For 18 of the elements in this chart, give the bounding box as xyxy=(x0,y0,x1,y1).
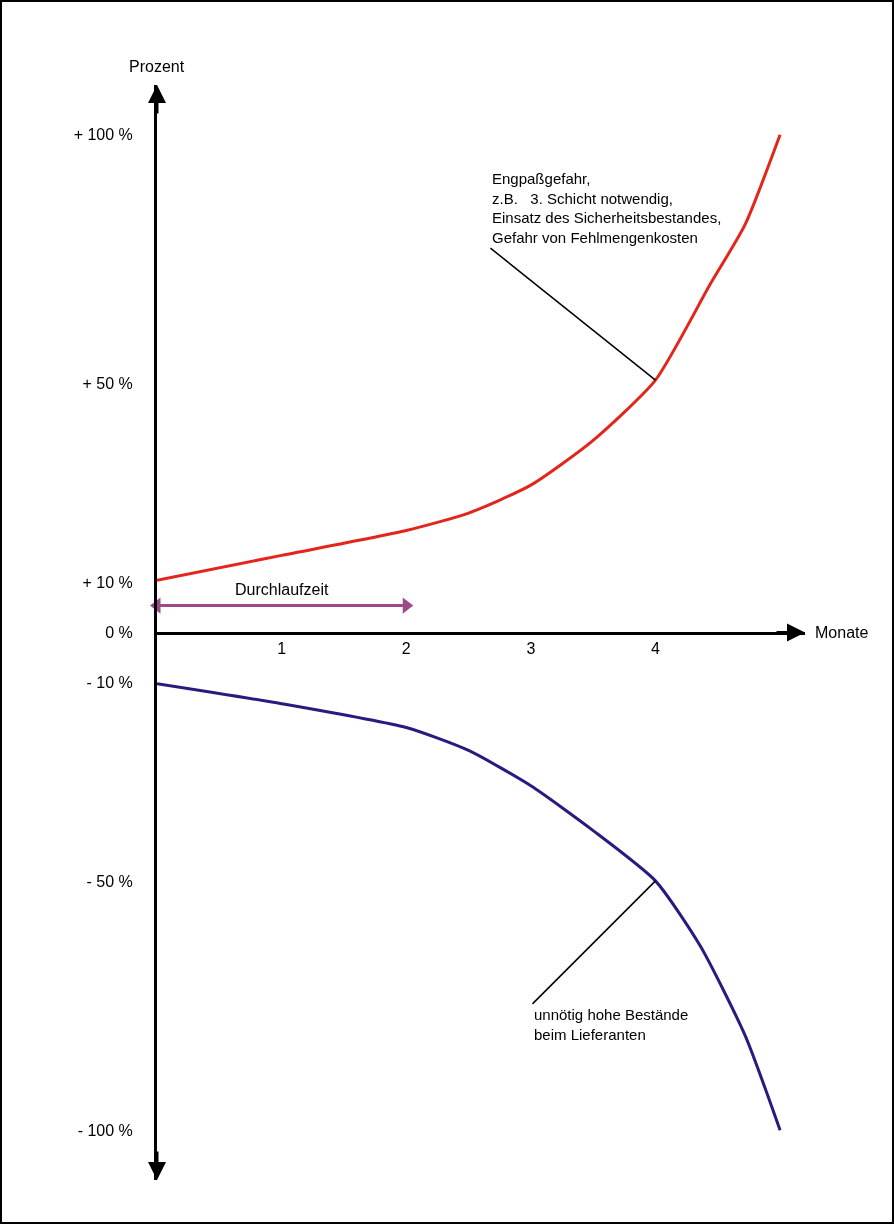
y-tick-label: + 50 % xyxy=(82,375,133,393)
y-tick-label: - 50 % xyxy=(86,872,133,890)
y-tick-label: 0 % xyxy=(105,624,133,642)
line-series xyxy=(157,682,782,1132)
y-tick-label: + 10 % xyxy=(82,574,133,592)
x-tick-label: 4 xyxy=(651,639,661,657)
annotation: unnötig hohe Bestände beim Lieferanten xyxy=(534,1006,689,1043)
y-tick-label: - 100 % xyxy=(77,1121,133,1139)
series-label: Durchlaufzeit xyxy=(235,581,329,598)
x-axis-title: Monate xyxy=(815,624,869,641)
annotation: Engpaßgefahr, z.B. 3. Schicht notwendig, Einsatz des Sicherheitsbestandes, Gefahr von Fehlmengenkosten xyxy=(492,170,722,246)
x-tick-label: 3 xyxy=(526,639,536,657)
y-axis-title: Prozent xyxy=(129,58,185,75)
x-tick-label: 2 xyxy=(401,639,411,657)
y-tick-label: - 10 % xyxy=(86,673,133,691)
x-tick-label: 1 xyxy=(277,639,287,657)
y-tick-label: + 100 % xyxy=(73,126,133,144)
line-series xyxy=(157,133,782,582)
